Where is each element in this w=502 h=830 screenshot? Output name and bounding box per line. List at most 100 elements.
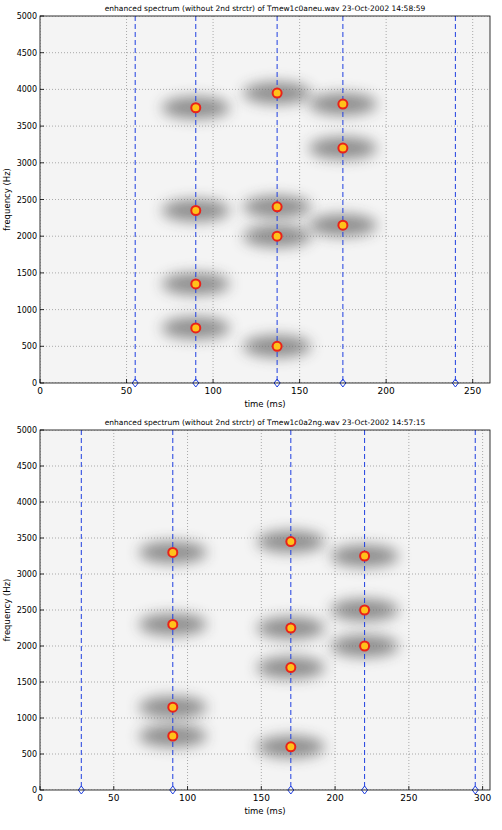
x-tick-label: 200	[378, 386, 395, 396]
spectrum-shade	[257, 617, 325, 639]
segment-line	[342, 16, 343, 383]
y-tick-label: 4000	[17, 498, 37, 507]
y-tick-label: 4000	[17, 85, 37, 94]
x-tick	[408, 786, 409, 790]
y-tick-label: 0	[32, 786, 37, 795]
data-group	[40, 430, 490, 790]
y-tick	[40, 610, 44, 611]
y-tick-label: 3500	[17, 534, 37, 543]
formant-point	[273, 232, 282, 241]
y-tick-label: 2500	[17, 196, 37, 205]
y-tick-label: 4500	[17, 462, 37, 471]
formant-point	[286, 537, 295, 546]
y-tick-label: 1500	[17, 678, 37, 687]
y-tick	[40, 574, 44, 575]
x-tick-label: 200	[326, 793, 343, 803]
x-tick-label: 0	[37, 793, 43, 803]
x-tick-label: 300	[474, 793, 491, 803]
x-tick-label: 150	[291, 386, 308, 396]
title: enhanced spectrum (without 2nd strctr) o…	[105, 418, 426, 427]
x-tick	[472, 379, 473, 383]
plot-background	[40, 16, 490, 383]
x-tick	[40, 786, 41, 790]
x-tick	[213, 379, 214, 383]
y-tick	[40, 162, 44, 163]
grid-line	[40, 199, 490, 200]
x-axis-title: time (ms)	[244, 806, 285, 816]
x-tick	[386, 379, 387, 383]
grid-line	[40, 52, 490, 53]
grid-line	[261, 430, 262, 790]
x-tick	[187, 786, 188, 790]
spectrum-shade	[331, 545, 399, 567]
y-tick	[40, 89, 44, 90]
x-tick	[40, 379, 41, 383]
grid-line	[40, 236, 490, 237]
grid-line	[113, 430, 114, 790]
x-tick	[335, 786, 336, 790]
grid-line	[40, 162, 490, 163]
segment-line	[277, 16, 278, 383]
y-tick	[40, 718, 44, 719]
x-tick-label: 250	[464, 386, 481, 396]
y-tick-label: 3000	[17, 570, 37, 579]
y-tick-label: 2000	[17, 642, 37, 651]
figure: enhanced spectrum (without 2nd strctr) o…	[0, 0, 502, 830]
y-tick-label: 2500	[17, 606, 37, 615]
grid-line	[40, 126, 490, 127]
y-tick	[40, 16, 44, 17]
y-axis-title: frequency (Hz)	[2, 168, 12, 231]
y-tick-label: 5000	[17, 426, 37, 435]
plot-background	[40, 430, 490, 790]
y-tick	[40, 236, 44, 237]
y-tick-label: 1500	[17, 269, 37, 278]
formant-point	[286, 624, 295, 633]
y-tick	[40, 126, 44, 127]
y-axis-title: frequency (Hz)	[2, 579, 12, 642]
formant-point	[338, 100, 347, 109]
title: enhanced spectrum (without 2nd strctr) o…	[105, 4, 426, 13]
panel: enhanced spectrum (without 2nd strctr) o…	[2, 4, 490, 409]
formant-point	[360, 606, 369, 615]
x-tick	[113, 786, 114, 790]
segment-line	[290, 430, 291, 790]
y-tick-label: 500	[22, 750, 37, 759]
spectrum-shade	[243, 196, 311, 218]
formant-point	[191, 279, 200, 288]
y-tick-label: 3500	[17, 122, 37, 131]
grid-line	[40, 272, 490, 273]
grid-line	[40, 574, 490, 575]
formant-point	[191, 323, 200, 332]
formant-point	[286, 663, 295, 672]
y-tick	[40, 682, 44, 683]
y-tick	[40, 309, 44, 310]
formant-point	[338, 144, 347, 153]
grid-line	[299, 16, 300, 383]
segment-line	[455, 16, 456, 383]
y-tick-label: 3000	[17, 159, 37, 168]
y-tick-label: 1000	[17, 306, 37, 315]
x-tick-label: 50	[108, 793, 120, 803]
y-tick-label: 2000	[17, 232, 37, 241]
y-tick	[40, 346, 44, 347]
axes-frame	[40, 430, 490, 790]
y-tick-label: 0	[32, 379, 37, 388]
formant-point	[168, 703, 177, 712]
grid-line	[213, 16, 214, 383]
grid-line	[40, 89, 490, 90]
x-tick-label: 150	[253, 793, 270, 803]
grid-line	[40, 718, 490, 719]
formant-point	[360, 642, 369, 651]
spectrum-shade	[257, 531, 325, 553]
panel: enhanced spectrum (without 2nd strctr) o…	[2, 418, 491, 816]
x-tick-label: 0	[37, 386, 43, 396]
formant-point	[168, 548, 177, 557]
formant-point	[286, 742, 295, 751]
grid-line	[40, 309, 490, 310]
grid-line	[40, 682, 490, 683]
grid-line	[40, 646, 490, 647]
formant-point	[273, 202, 282, 211]
y-tick	[40, 790, 44, 791]
y-tick	[40, 52, 44, 53]
grid-line	[40, 538, 490, 539]
